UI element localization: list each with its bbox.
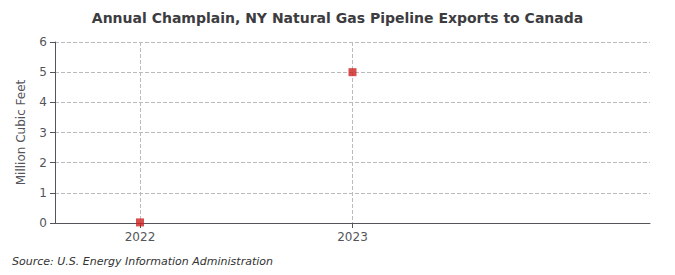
svg-text:2023: 2023 (337, 230, 368, 244)
svg-text:2: 2 (39, 156, 47, 170)
svg-text:2022: 2022 (125, 230, 156, 244)
svg-text:5: 5 (39, 65, 47, 79)
svg-text:1: 1 (39, 186, 47, 200)
svg-text:3: 3 (39, 126, 47, 140)
svg-text:Annual Champlain, NY Natural G: Annual Champlain, NY Natural Gas Pipelin… (92, 10, 583, 26)
svg-text:4: 4 (39, 95, 47, 109)
svg-text:6: 6 (39, 35, 47, 49)
svg-text:0: 0 (39, 216, 47, 230)
svg-text:Million Cubic Feet: Million Cubic Feet (14, 79, 28, 185)
svg-text:Source: U.S. Energy Informatio: Source: U.S. Energy Information Administ… (12, 255, 273, 268)
